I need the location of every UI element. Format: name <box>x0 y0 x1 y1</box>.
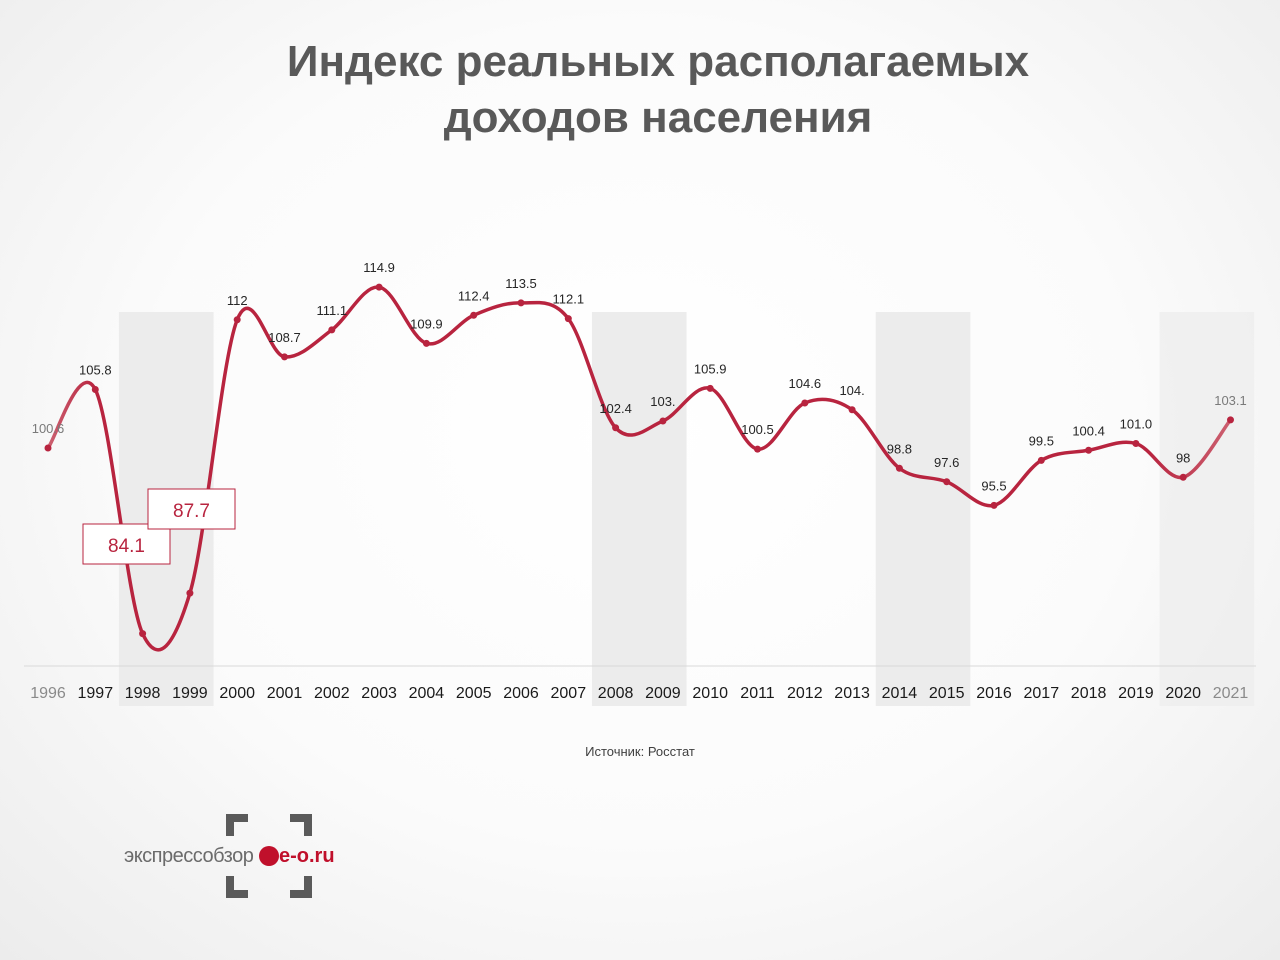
chart-title: Индекс реальных располагаемых доходов на… <box>0 34 1280 146</box>
x-tick-label: 2000 <box>219 685 255 702</box>
x-tick-label: 2020 <box>1165 685 1201 702</box>
data-label: 109.9 <box>410 316 443 331</box>
x-tick-label: 2016 <box>976 685 1012 702</box>
source-note: Источник: Росстат <box>585 744 695 759</box>
data-point <box>1227 416 1234 424</box>
data-point <box>470 311 478 319</box>
logo-brand-text: экспрессобзор <box>124 845 254 867</box>
data-point <box>1085 446 1093 454</box>
data-point <box>328 326 336 334</box>
data-label: 104.6 <box>789 376 822 391</box>
x-tick-label: 2001 <box>267 685 303 702</box>
data-label: 105.8 <box>79 363 112 378</box>
data-label: 98 <box>1176 450 1190 465</box>
callout-label: 84.1 <box>108 536 145 557</box>
data-label: 104. <box>839 383 864 398</box>
data-point <box>706 384 714 392</box>
x-tick-label: 2007 <box>551 685 587 702</box>
data-point <box>754 445 761 453</box>
x-tick-label: 2019 <box>1118 685 1154 702</box>
data-point <box>375 283 383 291</box>
data-point <box>1132 440 1140 447</box>
data-label: 105.9 <box>694 361 727 376</box>
x-tick-label: 1999 <box>172 685 208 702</box>
chart-title-line-1: Индекс реальных располагаемых <box>286 37 1030 86</box>
data-label: 97.6 <box>934 455 959 470</box>
callout-box: 87.7 <box>147 488 236 530</box>
data-label: 111.1 <box>316 303 347 318</box>
data-label: 112.4 <box>458 288 490 303</box>
x-tick-label: 2021 <box>1213 685 1249 702</box>
data-point <box>44 444 52 452</box>
logo-frame-icon <box>226 814 312 898</box>
data-label: 102.4 <box>599 401 632 416</box>
data-point <box>943 478 951 486</box>
data-point <box>186 589 194 597</box>
x-tick-label: 1997 <box>78 685 114 702</box>
data-label: 103. <box>650 394 675 409</box>
x-tick-label: 2013 <box>834 685 870 702</box>
x-tick-label: 2011 <box>740 685 775 702</box>
data-point <box>895 464 903 472</box>
data-label: 98.8 <box>887 441 912 456</box>
x-tick-label: 2003 <box>361 685 397 702</box>
x-tick-label: 2014 <box>882 685 918 702</box>
shaded-period <box>875 312 971 706</box>
data-point <box>612 424 620 432</box>
data-label: 103.1 <box>1214 393 1247 408</box>
logo: экспрессобзор e-o.ru <box>124 814 364 904</box>
series-line <box>46 285 1232 652</box>
data-label: 100.5 <box>741 422 774 437</box>
x-tick-label: 1998 <box>125 685 161 702</box>
data-point <box>139 630 147 638</box>
data-label: 108.7 <box>268 330 301 345</box>
logo-site-text: e-o.ru <box>279 845 335 867</box>
x-tick-label: 2002 <box>314 685 350 702</box>
x-tick-label: 2010 <box>692 685 728 702</box>
data-label: 112 <box>227 293 248 308</box>
data-point <box>517 299 525 307</box>
data-label: 112.1 <box>553 292 585 307</box>
x-tick-label: 2009 <box>645 685 681 702</box>
chart-title-line-2: доходов населения <box>443 93 873 142</box>
shaded-period <box>1159 312 1255 706</box>
data-label: 95.5 <box>981 478 1006 493</box>
data-point <box>801 399 809 407</box>
data-point <box>659 417 667 425</box>
x-tick-label: 2005 <box>456 685 492 702</box>
x-tick-label: 2008 <box>598 685 634 702</box>
data-point <box>1037 456 1045 464</box>
data-point <box>564 315 572 323</box>
x-tick-label: 2017 <box>1024 685 1060 702</box>
data-point <box>990 501 998 509</box>
data-point <box>281 353 288 361</box>
callout-label: 87.7 <box>173 501 210 522</box>
x-tick-label: 1996 <box>30 685 66 702</box>
shaded-period <box>591 312 687 706</box>
data-label: 113.5 <box>505 276 537 291</box>
x-tick-label: 2015 <box>929 685 965 702</box>
x-tick-label: 2018 <box>1071 685 1107 702</box>
data-point <box>1179 473 1187 481</box>
data-label: 114.9 <box>363 260 395 275</box>
x-tick-label: 2012 <box>787 685 823 702</box>
x-tick-label: 2004 <box>409 685 445 702</box>
data-point <box>91 386 99 393</box>
data-point <box>848 406 856 414</box>
data-label: 100.6 <box>32 421 65 436</box>
data-label: 101.0 <box>1120 417 1153 432</box>
data-label: 99.5 <box>1029 433 1054 448</box>
callout-box: 84.1 <box>82 523 171 565</box>
data-point <box>422 339 430 347</box>
data-point <box>233 316 241 324</box>
x-tick-label: 2006 <box>503 685 539 702</box>
data-label: 100.4 <box>1072 423 1105 438</box>
